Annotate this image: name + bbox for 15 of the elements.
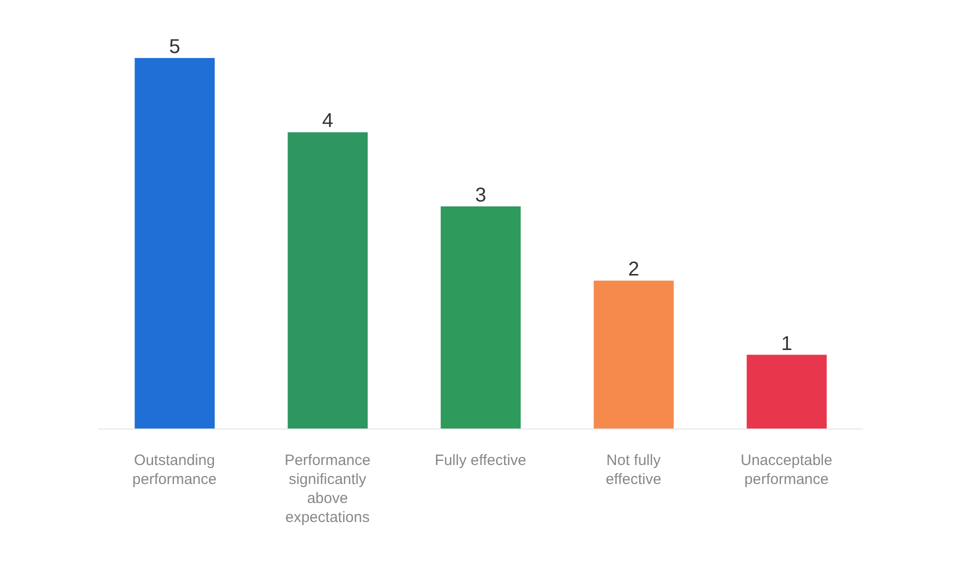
- bar: [440, 206, 521, 429]
- bar: [746, 354, 827, 429]
- bar: [594, 280, 674, 429]
- x-tick-label: Fully effective: [434, 452, 526, 469]
- x-tick-label: Unacceptable performance: [740, 452, 832, 488]
- x-tick-label: Performance significantly above expectations: [284, 452, 370, 526]
- x-tick-label: Outstanding performance: [132, 452, 217, 488]
- data-label: 4: [322, 110, 334, 132]
- bar: [134, 58, 215, 429]
- data-label: 1: [781, 332, 792, 355]
- x-tick-label: Not fully effective: [606, 452, 662, 488]
- data-label: 2: [628, 258, 640, 281]
- data-label: 3: [475, 184, 486, 206]
- bar: [288, 132, 368, 429]
- data-label: 5: [169, 36, 180, 58]
